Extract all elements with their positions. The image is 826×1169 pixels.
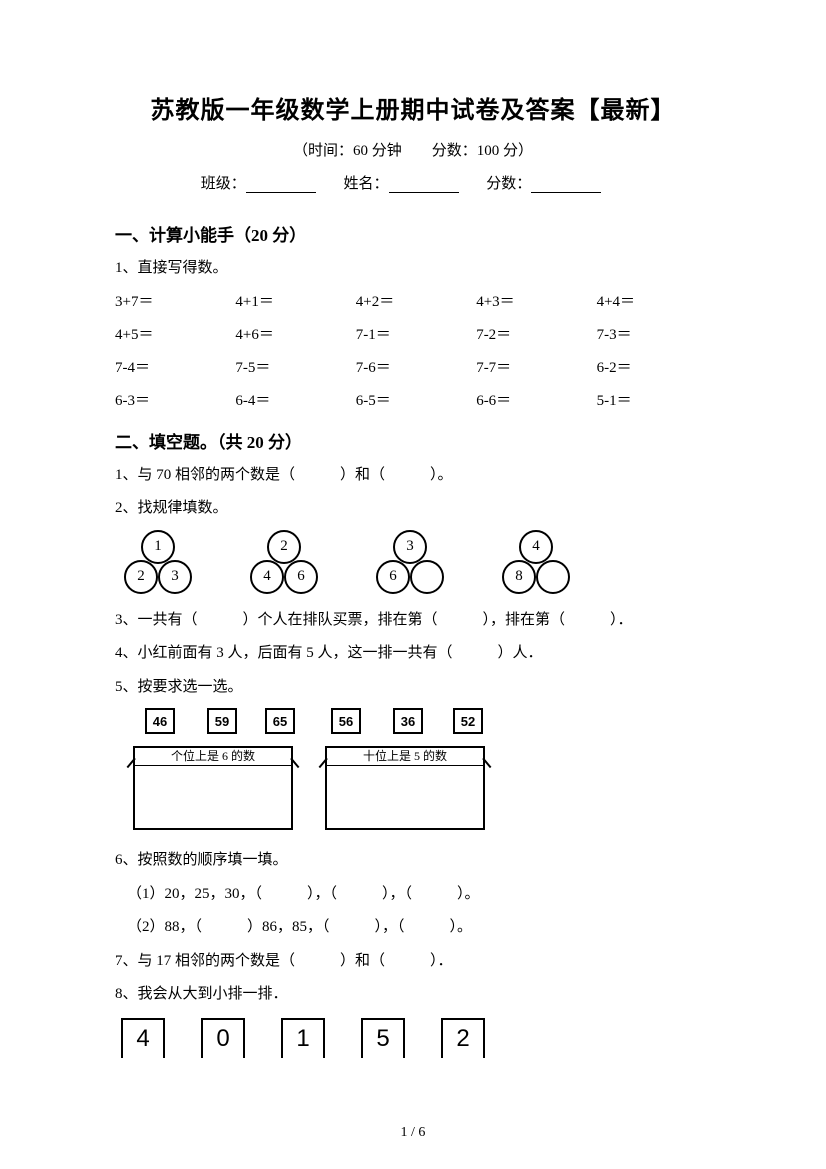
calc-cell: 7-4＝ xyxy=(115,356,229,377)
s2-q1: 1、与 70 相邻的两个数是（ ）和（ ）。 xyxy=(115,463,711,489)
big-num-box: 1 xyxy=(281,1018,325,1058)
num-box: 56 xyxy=(331,708,361,734)
circle: 1 xyxy=(141,530,175,564)
s2-q2: 2、找规律填数。 xyxy=(115,496,711,522)
num-box: 65 xyxy=(265,708,295,734)
calc-cell: 4+4＝ xyxy=(597,290,711,311)
circle: 8 xyxy=(502,560,536,594)
calc-cell: 7-2＝ xyxy=(476,323,590,344)
s2-q6: 6、按照数的顺序填一填。 xyxy=(115,848,711,874)
s2-q5: 5、按要求选一选。 xyxy=(115,675,711,701)
sort-box-2: 十位上是 5 的数 xyxy=(325,746,485,830)
circle-group: 63 xyxy=(367,530,453,598)
sort-label-1: 个位上是 6 的数 xyxy=(135,746,291,766)
calc-cell: 4+3＝ xyxy=(476,290,590,311)
doc-subtitle: （时间：60 分钟 分数：100 分） xyxy=(115,139,711,160)
s2-q8: 8、我会从大到小排一排． xyxy=(115,982,711,1008)
calc-cell: 7-7＝ xyxy=(476,356,590,377)
circle-group: 84 xyxy=(493,530,579,598)
num-box: 46 xyxy=(145,708,175,734)
calc-cell: 6-5＝ xyxy=(356,389,470,410)
num-big-row: 40152 xyxy=(115,1018,711,1058)
big-num-box: 2 xyxy=(441,1018,485,1058)
circle: 4 xyxy=(250,560,284,594)
s1-q1: 1、直接写得数。 xyxy=(115,256,711,282)
circle-group: 462 xyxy=(241,530,327,598)
boxes-area: 46 59 65 56 36 52 个位上是 6 的数 十位上是 5 的数 xyxy=(115,708,711,838)
circle xyxy=(410,560,444,594)
calc-cell: 4+2＝ xyxy=(356,290,470,311)
calc-cell: 5-1＝ xyxy=(597,389,711,410)
s2-q6-1: （1）20，25，30，（ ），（ ），（ ）。 xyxy=(115,882,711,908)
section2-title: 二、填空题。（共 20 分） xyxy=(115,428,711,453)
num-box: 52 xyxy=(453,708,483,734)
calc-cell: 7-1＝ xyxy=(356,323,470,344)
calc-cell: 4+1＝ xyxy=(235,290,349,311)
circle: 6 xyxy=(376,560,410,594)
s2-q6-2: （2）88，（ ）86，85，（ ），（ ）。 xyxy=(115,915,711,941)
calc-cell: 6-3＝ xyxy=(115,389,229,410)
num-box: 59 xyxy=(207,708,237,734)
circle: 3 xyxy=(158,560,192,594)
circle-group: 231 xyxy=(115,530,201,598)
doc-title: 苏教版一年级数学上册期中试卷及答案【最新】 xyxy=(115,90,711,125)
class-blank[interactable] xyxy=(246,177,316,193)
circles-row: 2314626384 xyxy=(115,530,711,598)
circle xyxy=(536,560,570,594)
name-blank[interactable] xyxy=(389,177,459,193)
score-label: 分数： xyxy=(486,176,531,192)
sort-label-2: 十位上是 5 的数 xyxy=(327,746,483,766)
big-num-box: 5 xyxy=(361,1018,405,1058)
calc-cell: 7-3＝ xyxy=(597,323,711,344)
calc-cell: 7-6＝ xyxy=(356,356,470,377)
section1-title: 一、计算小能手（20 分） xyxy=(115,221,711,246)
s2-q4: 4、小红前面有 3 人，后面有 5 人，这一排一共有（ ）人． xyxy=(115,641,711,667)
score-blank[interactable] xyxy=(531,177,601,193)
page-number: 1 / 6 xyxy=(0,1125,826,1141)
calc-cell: 6-4＝ xyxy=(235,389,349,410)
num-box: 36 xyxy=(393,708,423,734)
s2-q3: 3、一共有（ ）个人在排队买票，排在第（ ），排在第（ ）． xyxy=(115,608,711,634)
calc-cell: 3+7＝ xyxy=(115,290,229,311)
s2-q7: 7、与 17 相邻的两个数是（ ）和（ ）． xyxy=(115,949,711,975)
calc-cell: 6-6＝ xyxy=(476,389,590,410)
calc-cell: 7-5＝ xyxy=(235,356,349,377)
sort-box-1: 个位上是 6 的数 xyxy=(133,746,293,830)
circle: 3 xyxy=(393,530,427,564)
calc-cell: 4+6＝ xyxy=(235,323,349,344)
info-line: 班级： 姓名： 分数： xyxy=(115,172,711,193)
circle: 2 xyxy=(124,560,158,594)
calc-grid: 3+7＝ 4+1＝ 4+2＝ 4+3＝ 4+4＝ 4+5＝ 4+6＝ 7-1＝ 7-2＝ 7-3＝… xyxy=(115,290,711,410)
name-label: 姓名： xyxy=(343,176,388,192)
calc-cell: 4+5＝ xyxy=(115,323,229,344)
circle: 4 xyxy=(519,530,553,564)
circle: 6 xyxy=(284,560,318,594)
class-label: 班级： xyxy=(201,176,246,192)
circle: 2 xyxy=(267,530,301,564)
big-num-box: 4 xyxy=(121,1018,165,1058)
calc-cell: 6-2＝ xyxy=(597,356,711,377)
big-num-box: 0 xyxy=(201,1018,245,1058)
